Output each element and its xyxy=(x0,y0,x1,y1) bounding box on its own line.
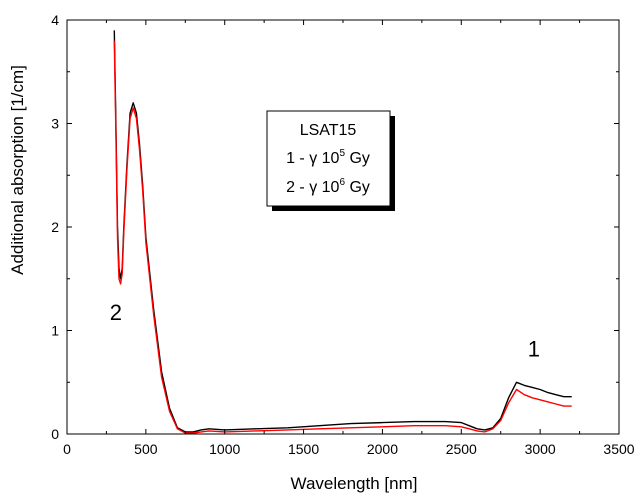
legend-title: LSAT15 xyxy=(300,122,357,139)
legend-frame xyxy=(266,110,391,207)
y-axis-title: Additional absorption [1/cm] xyxy=(8,65,27,275)
x-axis-title: Wavelength [nm] xyxy=(291,474,418,493)
x-tick-label: 3000 xyxy=(525,441,556,457)
legend-entry-1: 1 - γ 105 Gy xyxy=(286,148,370,167)
y-tick-label: 2 xyxy=(51,219,59,235)
curve-annotation-2: 2 xyxy=(110,300,122,325)
y-tick-label: 3 xyxy=(51,116,59,132)
x-tick-label: 3500 xyxy=(603,441,634,457)
y-tick-label: 0 xyxy=(51,426,59,442)
legend-entry-2: 2 - γ 106 Gy xyxy=(286,177,370,196)
x-tick-label: 1500 xyxy=(288,441,319,457)
x-tick-label: 0 xyxy=(63,441,71,457)
y-tick-label: 1 xyxy=(51,323,59,339)
curve-annotation-1: 1 xyxy=(528,336,540,361)
x-tick-label: 500 xyxy=(134,441,158,457)
x-tick-label: 2500 xyxy=(446,441,477,457)
ticks-layer: 0 500 1000 1500 2000 2500 3000 3500 0 1 2 3 4 xyxy=(51,12,635,457)
x-tick-label: 1000 xyxy=(209,441,240,457)
x-tick-label: 2000 xyxy=(367,441,398,457)
y-tick-label: 4 xyxy=(51,12,59,28)
annotation-layer: 21 xyxy=(110,300,540,361)
legend-box: LSAT15 1 - γ 105 Gy 2 - γ 106 Gy xyxy=(266,110,395,211)
